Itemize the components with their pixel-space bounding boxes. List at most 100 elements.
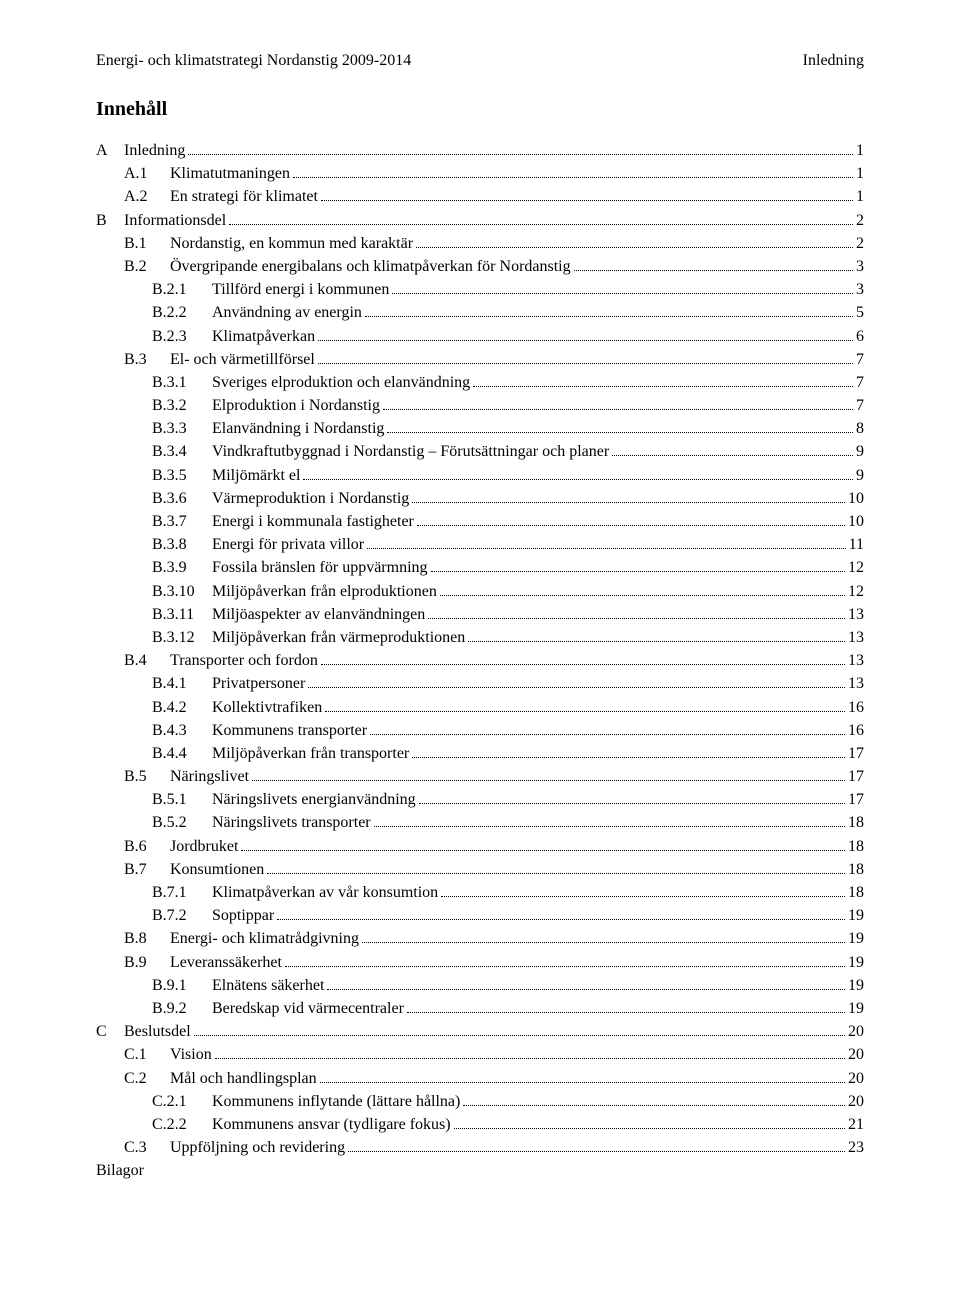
toc-entry-label: B.2.2 bbox=[152, 301, 212, 324]
toc-dot-leader bbox=[215, 1058, 845, 1059]
toc-entry: C.3Uppföljning och revidering23 bbox=[96, 1136, 864, 1159]
toc-entry-page: 17 bbox=[848, 788, 864, 811]
toc-entry: B.3.5Miljömärkt el9 bbox=[96, 464, 864, 487]
toc-entry-label: B.4.1 bbox=[152, 672, 212, 695]
toc-entry-text: Elanvändning i Nordanstig bbox=[212, 417, 384, 440]
toc-entry-label: B.7.2 bbox=[152, 904, 212, 927]
toc-entry-text: Miljöaspekter av elanvändningen bbox=[212, 603, 425, 626]
toc-entry-label: C.2 bbox=[124, 1067, 170, 1090]
toc-entry: B.3.11Miljöaspekter av elanvändningen13 bbox=[96, 603, 864, 626]
toc-dot-leader bbox=[473, 386, 853, 387]
toc-entry-label: B.4.3 bbox=[152, 719, 212, 742]
toc-entry-text: Näringslivets energianvändning bbox=[212, 788, 416, 811]
toc-entry-label: B.3.7 bbox=[152, 510, 212, 533]
toc-entry: B.3.2Elproduktion i Nordanstig7 bbox=[96, 394, 864, 417]
toc-dot-leader bbox=[574, 270, 853, 271]
toc-entry-text: Elnätens säkerhet bbox=[212, 974, 324, 997]
toc-entry-label: C.2.2 bbox=[152, 1113, 212, 1136]
toc-entry-text: Elproduktion i Nordanstig bbox=[212, 394, 380, 417]
toc-dot-leader bbox=[374, 826, 845, 827]
toc-entry: B.9.1Elnätens säkerhet19 bbox=[96, 974, 864, 997]
toc-entry-page: 11 bbox=[849, 533, 864, 556]
toc-entry-label: B.4.2 bbox=[152, 696, 212, 719]
toc-entry-text: Privatpersoner bbox=[212, 672, 305, 695]
toc-entry-label: B.9 bbox=[124, 951, 170, 974]
toc-entry-text: Näringslivet bbox=[170, 765, 249, 788]
toc-dot-leader bbox=[321, 200, 853, 201]
toc-dot-leader bbox=[412, 757, 845, 758]
toc-entry-label: B.4.4 bbox=[152, 742, 212, 765]
toc-dot-leader bbox=[188, 154, 853, 155]
toc-entry-label: C.3 bbox=[124, 1136, 170, 1159]
toc-entry: C.2.1Kommunens inflytande (lättare hålln… bbox=[96, 1090, 864, 1113]
toc-entry-text: En strategi för klimatet bbox=[170, 185, 318, 208]
toc-entry: B.3.6Värmeproduktion i Nordanstig10 bbox=[96, 487, 864, 510]
toc-entry: B.5.1Näringslivets energianvändning 17 bbox=[96, 788, 864, 811]
toc-entry: B.3.4Vindkraftutbyggnad i Nordanstig – F… bbox=[96, 440, 864, 463]
toc-entry-text: Jordbruket bbox=[170, 835, 238, 858]
toc-entry: B.2.2Användning av energin5 bbox=[96, 301, 864, 324]
toc-entry-page: 13 bbox=[848, 626, 864, 649]
toc-entry-page: 10 bbox=[848, 487, 864, 510]
toc-entry: B.2.1Tillförd energi i kommunen3 bbox=[96, 278, 864, 301]
toc-entry-text: Mål och handlingsplan bbox=[170, 1067, 317, 1090]
toc-entry-label: B.3.9 bbox=[152, 556, 212, 579]
toc-entry-page: 1 bbox=[856, 185, 864, 208]
toc-entry-page: 18 bbox=[848, 858, 864, 881]
toc-entry-label: B.3.10 bbox=[152, 580, 212, 603]
header-right: Inledning bbox=[803, 52, 864, 70]
toc-entry: B.3.8Energi för privata villor11 bbox=[96, 533, 864, 556]
toc-dot-leader bbox=[417, 525, 845, 526]
toc-dot-leader bbox=[327, 989, 845, 990]
toc-entry-label: B.4 bbox=[124, 649, 170, 672]
toc-entry-text: Värmeproduktion i Nordanstig bbox=[212, 487, 409, 510]
toc-dot-leader bbox=[267, 873, 845, 874]
toc-entry-page: 5 bbox=[856, 301, 864, 324]
toc-entry: B.7.2Soptippar19 bbox=[96, 904, 864, 927]
toc-dot-leader bbox=[412, 502, 845, 503]
toc-entry-page: 16 bbox=[848, 719, 864, 742]
toc-entry-page: 9 bbox=[856, 440, 864, 463]
toc-dot-leader bbox=[303, 479, 853, 480]
toc-entry-label: B.7.1 bbox=[152, 881, 212, 904]
toc-entry-label: B bbox=[96, 209, 124, 232]
toc-entry: AInledning1 bbox=[96, 139, 864, 162]
toc-dot-leader bbox=[392, 293, 853, 294]
toc-entry-text: Energi- och klimatrådgivning bbox=[170, 927, 359, 950]
toc-dot-leader bbox=[367, 548, 845, 549]
toc-entry-text: Nordanstig, en kommun med karaktär bbox=[170, 232, 413, 255]
toc-entry-label: B.3.12 bbox=[152, 626, 212, 649]
toc-entry-page: 19 bbox=[848, 927, 864, 950]
toc-entry-text: Vindkraftutbyggnad i Nordanstig – Föruts… bbox=[212, 440, 609, 463]
toc-entry-text: Soptippar bbox=[212, 904, 274, 927]
toc-entry: C.2Mål och handlingsplan 20 bbox=[96, 1067, 864, 1090]
toc-entry: B.5.2Näringslivets transporter18 bbox=[96, 811, 864, 834]
toc-entry-label: C.2.1 bbox=[152, 1090, 212, 1113]
toc-entry-text: Energi för privata villor bbox=[212, 533, 364, 556]
toc-entry-page: 23 bbox=[848, 1136, 864, 1159]
toc-dot-leader bbox=[431, 571, 845, 572]
toc-entry-text: Kommunens inflytande (lättare hållna) bbox=[212, 1090, 460, 1113]
toc-entry-label: B.3.3 bbox=[152, 417, 212, 440]
toc-entry-page: 20 bbox=[848, 1067, 864, 1090]
toc-entry: A.1Klimatutmaningen1 bbox=[96, 162, 864, 185]
toc-entry: B.2.3Klimatpåverkan6 bbox=[96, 325, 864, 348]
toc-entry-label: B.5.1 bbox=[152, 788, 212, 811]
toc-entry-page: 2 bbox=[856, 209, 864, 232]
toc-dot-leader bbox=[325, 711, 845, 712]
toc-entry-page: 13 bbox=[848, 672, 864, 695]
toc-entry-label: B.1 bbox=[124, 232, 170, 255]
toc-entry: B.4Transporter och fordon13 bbox=[96, 649, 864, 672]
toc-entry: B.9.2Beredskap vid värmecentraler19 bbox=[96, 997, 864, 1020]
toc-dot-leader bbox=[383, 409, 853, 410]
toc-entry: BInformationsdel2 bbox=[96, 209, 864, 232]
toc-entry-page: 7 bbox=[856, 348, 864, 371]
toc-entry-label: B.3.11 bbox=[152, 603, 212, 626]
toc-entry: B.8Energi- och klimatrådgivning19 bbox=[96, 927, 864, 950]
toc-entry: B.1Nordanstig, en kommun med karaktär2 bbox=[96, 232, 864, 255]
toc-dot-leader bbox=[348, 1151, 845, 1152]
toc-entry-text: Konsumtionen bbox=[170, 858, 264, 881]
toc-entry-page: 7 bbox=[856, 394, 864, 417]
toc-entry-label: B.9.2 bbox=[152, 997, 212, 1020]
toc-entry-page: 3 bbox=[856, 278, 864, 301]
